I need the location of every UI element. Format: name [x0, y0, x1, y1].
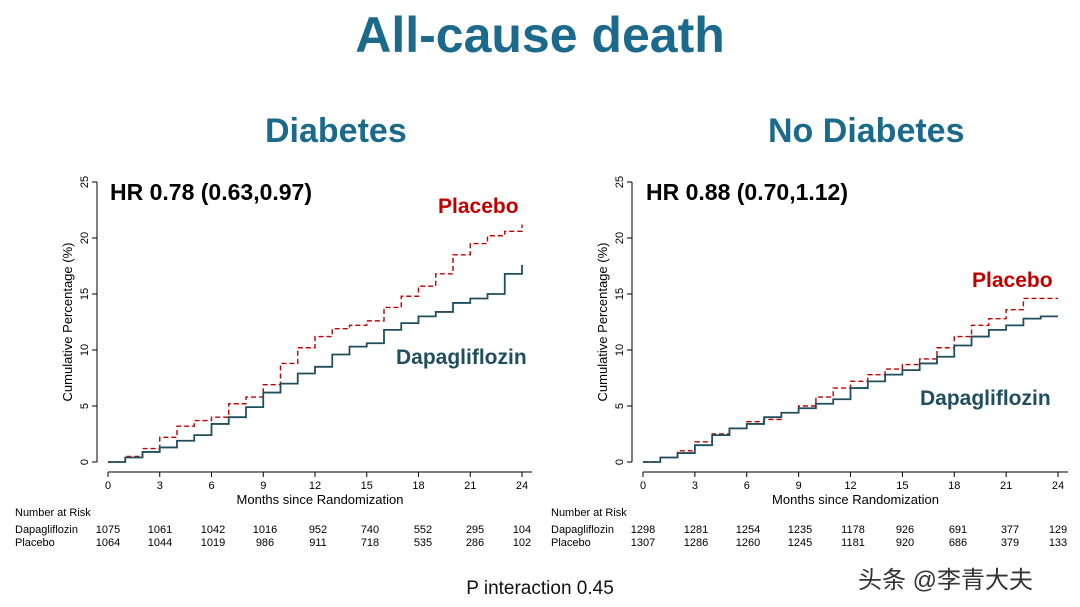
risk-value: 1281 [683, 524, 709, 536]
risk-value: 691 [948, 524, 968, 536]
risk-value: 740 [360, 524, 380, 536]
y-tick-label: 25 [614, 176, 626, 188]
y-tick-label: 20 [79, 232, 91, 244]
risk-value: 1245 [787, 537, 813, 549]
x-tick-label: 12 [844, 480, 856, 492]
risk-value: 129 [1048, 524, 1068, 536]
x-tick-label: 21 [1000, 480, 1012, 492]
x-tick-label: 0 [640, 480, 646, 492]
x-tick-label: 24 [1052, 480, 1064, 492]
x-tick-label: 24 [516, 480, 528, 492]
x-tick-label: 9 [796, 480, 802, 492]
risk-value: 295 [465, 524, 485, 536]
y-tick-label: 5 [614, 403, 626, 409]
legend-placebo: Placebo [972, 269, 1053, 292]
risk-value: 718 [360, 537, 380, 549]
risk-value: 952 [308, 524, 328, 536]
risk-value: 102 [512, 537, 532, 549]
y-tick-label: 10 [614, 344, 626, 356]
x-tick-label: 18 [948, 480, 960, 492]
y-axis-label: Cumulative Percentage (%) [60, 243, 75, 402]
risk-value: 920 [895, 537, 915, 549]
hr-annotation: HR 0.88 (0.70,1.12) [646, 179, 848, 205]
risk-value: 377 [1000, 524, 1020, 536]
legend-dapagliflozin: Dapagliflozin [920, 387, 1051, 410]
risk-value: 1286 [683, 537, 709, 549]
risk-row-label: Dapagliflozin [551, 524, 614, 536]
x-tick-label: 9 [260, 480, 266, 492]
x-tick-label: 15 [361, 480, 373, 492]
risk-value: 133 [1048, 537, 1068, 549]
risk-value: 986 [255, 537, 275, 549]
panel-title-no-diabetes: No Diabetes [768, 112, 965, 150]
risk-value: 286 [465, 537, 485, 549]
x-tick-label: 18 [412, 480, 424, 492]
risk-value: 686 [948, 537, 968, 549]
x-axis-label: Months since Randomization [237, 492, 404, 507]
chart-panel-0: 0 5 10 15 20 25 0 3 6 9 12 15 18 21 24 Months since Ran… [60, 176, 532, 507]
risk-value: 1064 [95, 537, 121, 549]
risk-value: 379 [1000, 537, 1020, 549]
y-tick-label: 20 [614, 232, 626, 244]
risk-value: 1044 [147, 537, 173, 549]
x-tick-label: 3 [692, 480, 698, 492]
series-line-placebo [108, 224, 523, 463]
risk-value: 1042 [200, 524, 226, 536]
risk-value: 911 [309, 537, 327, 549]
panel-title-diabetes: Diabetes [265, 112, 407, 150]
y-tick-label: 5 [79, 403, 91, 409]
risk-value: 1307 [630, 537, 656, 549]
risk-value: 1016 [252, 524, 278, 536]
x-tick-label: 12 [309, 480, 321, 492]
watermark: 头条 @李青大夫 [858, 567, 1034, 594]
risk-value: 1075 [95, 524, 121, 536]
series-line-dapagliflozin [643, 315, 1058, 463]
x-tick-label: 6 [208, 480, 214, 492]
x-tick-label: 6 [744, 480, 750, 492]
risk-value: 926 [895, 524, 915, 536]
p-interaction: P interaction 0.45 [466, 578, 614, 599]
x-tick-label: 0 [105, 480, 111, 492]
risk-value: 1061 [147, 524, 173, 536]
series-line-placebo [643, 297, 1058, 463]
x-axis-label: Months since Randomization [772, 492, 939, 507]
chart-panel-1: 0 5 10 15 20 25 0 3 6 9 12 15 18 21 24 Months since Ran… [595, 176, 1068, 507]
series-line-dapagliflozin [108, 264, 523, 463]
y-tick-label: 25 [79, 176, 91, 188]
risk-value: 1235 [787, 524, 813, 536]
legend-dapagliflozin: Dapagliflozin [396, 346, 527, 369]
risk-row-label: Dapagliflozin [15, 524, 78, 536]
risk-value: 1260 [735, 537, 761, 549]
y-tick-label: 15 [614, 288, 626, 300]
x-tick-label: 3 [157, 480, 163, 492]
risk-value: 1178 [841, 524, 865, 536]
risk-value: 552 [413, 524, 433, 536]
page-title: All-cause death [355, 7, 725, 63]
risk-table-header: Number at Risk [15, 507, 91, 519]
y-tick-label: 0 [614, 459, 626, 465]
y-axis-label: Cumulative Percentage (%) [595, 243, 610, 402]
hr-annotation: HR 0.78 (0.63,0.97) [110, 179, 312, 205]
x-tick-label: 15 [896, 480, 908, 492]
x-tick-label: 21 [464, 480, 476, 492]
risk-value: 1254 [735, 524, 761, 536]
risk-value: 104 [512, 524, 532, 536]
legend-placebo: Placebo [438, 195, 519, 218]
risk-row-label: Placebo [15, 537, 55, 549]
risk-value: 1298 [630, 524, 656, 536]
risk-table-header: Number at Risk [551, 507, 627, 519]
risk-value: 1181 [841, 537, 865, 549]
y-tick-label: 15 [79, 288, 91, 300]
y-tick-label: 0 [79, 459, 91, 465]
risk-value: 535 [413, 537, 433, 549]
y-tick-label: 10 [79, 344, 91, 356]
risk-value: 1019 [200, 537, 226, 549]
risk-row-label: Placebo [551, 537, 591, 549]
